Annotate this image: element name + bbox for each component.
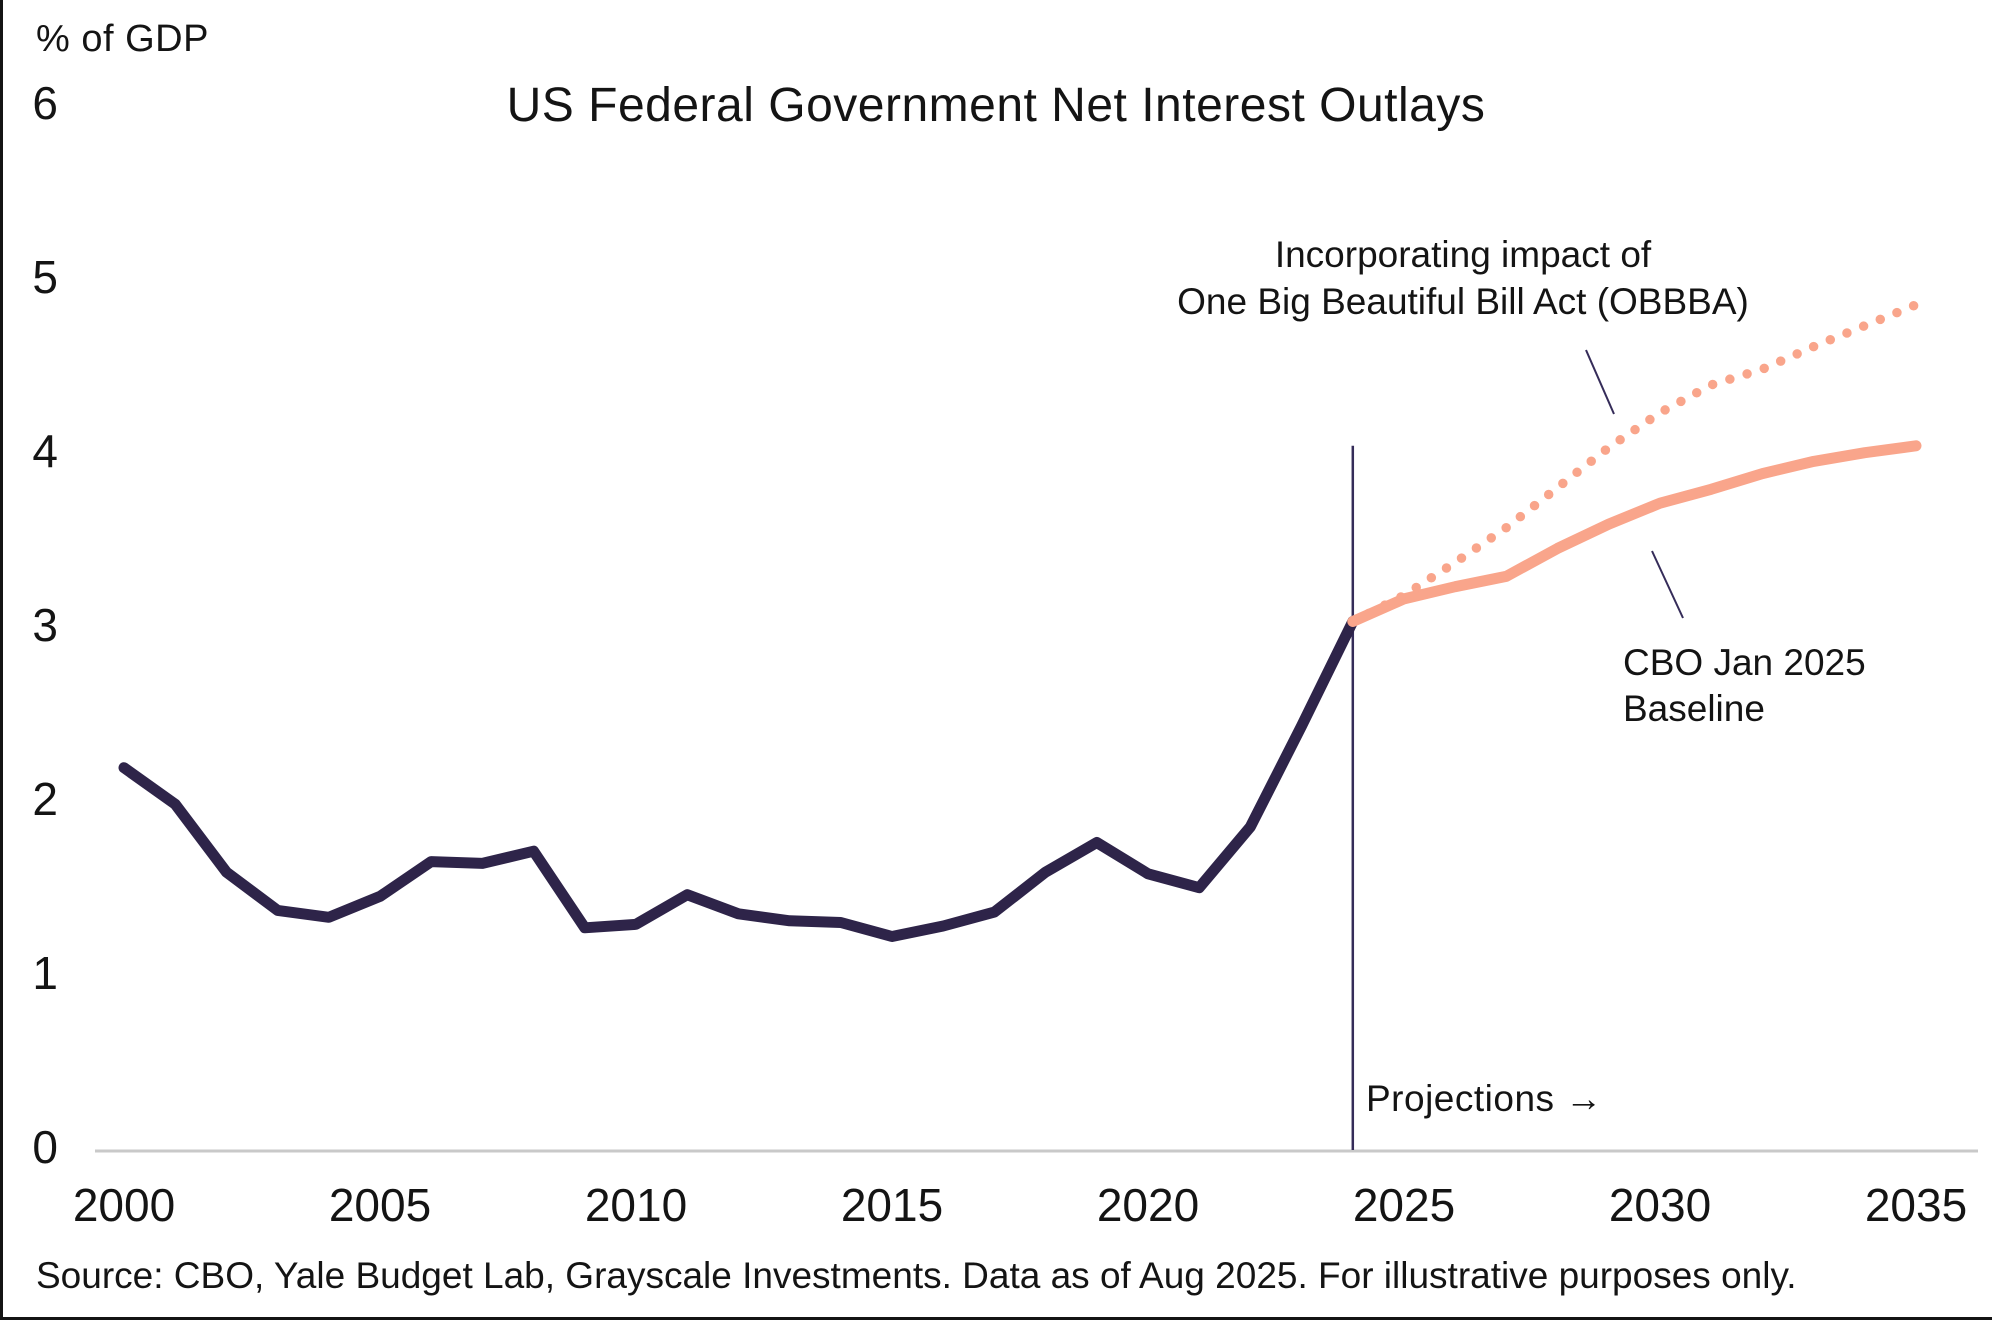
- x-tick-label-2015: 2015: [840, 1179, 944, 1231]
- obbba-annotation-line1: Incorporating impact of: [1274, 234, 1652, 275]
- obbba-annotation: Incorporating impact of One Big Beautifu…: [1063, 231, 1863, 325]
- y-tick-label-4: 4: [32, 425, 58, 477]
- projections-label: Projections →: [1366, 1078, 1603, 1119]
- obbba-pointer-line: [1585, 349, 1615, 415]
- chart-title: US Federal Government Net Interest Outla…: [506, 79, 1486, 132]
- x-tick-label-2005: 2005: [328, 1179, 432, 1231]
- obbba-annotation-line2: One Big Beautiful Bill Act (OBBBA): [1177, 281, 1749, 322]
- cbo-annotation-line2: Baseline: [1623, 688, 1765, 729]
- y-tick-label-2: 2: [32, 773, 58, 825]
- x-tick-label-2010: 2010: [584, 1179, 688, 1231]
- historical-line: [118, 616, 1359, 942]
- y-tick-label-0: 0: [32, 1121, 58, 1173]
- y-tick-label-3: 3: [32, 599, 58, 651]
- cbo-baseline-line: [1347, 440, 1922, 627]
- source-note: Source: CBO, Yale Budget Lab, Grayscale …: [36, 1255, 1797, 1296]
- y-tick-label-1: 1: [32, 947, 58, 999]
- x-tick-label-2035: 2035: [1864, 1179, 1968, 1231]
- y-axis-unit-label: % of GDP: [36, 18, 209, 60]
- y-tick-label-6: 6: [32, 77, 58, 129]
- cbo-annotation-line1: CBO Jan 2025: [1623, 642, 1866, 683]
- x-tick-label-2000: 2000: [72, 1179, 176, 1231]
- obbba-dotted-line: [1348, 300, 1921, 627]
- x-tick-label-2025: 2025: [1352, 1179, 1456, 1231]
- y-tick-label-5: 5: [32, 251, 58, 303]
- x-tick-label-2020: 2020: [1096, 1179, 1200, 1231]
- x-tick-label-2030: 2030: [1608, 1179, 1712, 1231]
- cbo-pointer-line: [1651, 550, 1684, 619]
- cbo-baseline-annotation: CBO Jan 2025 Baseline: [1623, 640, 1866, 732]
